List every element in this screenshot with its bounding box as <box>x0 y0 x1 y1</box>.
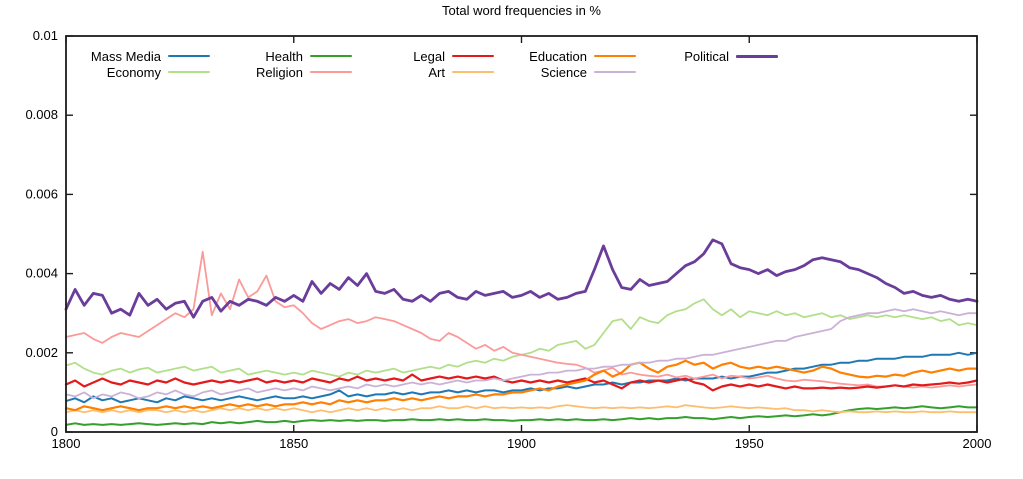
series-line-legal <box>64 373 979 392</box>
x-tick-label: 2000 <box>963 436 992 451</box>
series-line-education <box>64 359 979 412</box>
y-tick-label: 0.008 <box>25 107 58 122</box>
series-line-political <box>64 238 979 319</box>
y-tick-label: 0.004 <box>25 266 58 281</box>
series-line-art <box>65 404 978 414</box>
series-line-science <box>65 308 978 400</box>
x-tick-label: 1950 <box>735 436 764 451</box>
plot-frame <box>65 35 978 433</box>
x-tick-label: 1900 <box>507 436 536 451</box>
series-line-health <box>65 405 978 426</box>
series-line-mass-media <box>65 351 978 404</box>
chart-title: Total word frequencies in % <box>442 3 601 18</box>
y-tick-label: 0.002 <box>25 345 58 360</box>
y-tick-label: 0.01 <box>33 28 58 43</box>
y-tick-label: 0.006 <box>25 186 58 201</box>
x-tick-label: 1800 <box>52 436 81 451</box>
x-tick-label: 1850 <box>279 436 308 451</box>
series-line-religion <box>65 250 978 389</box>
y-tick-label: 0 <box>51 424 58 439</box>
series-line-economy <box>65 298 978 378</box>
